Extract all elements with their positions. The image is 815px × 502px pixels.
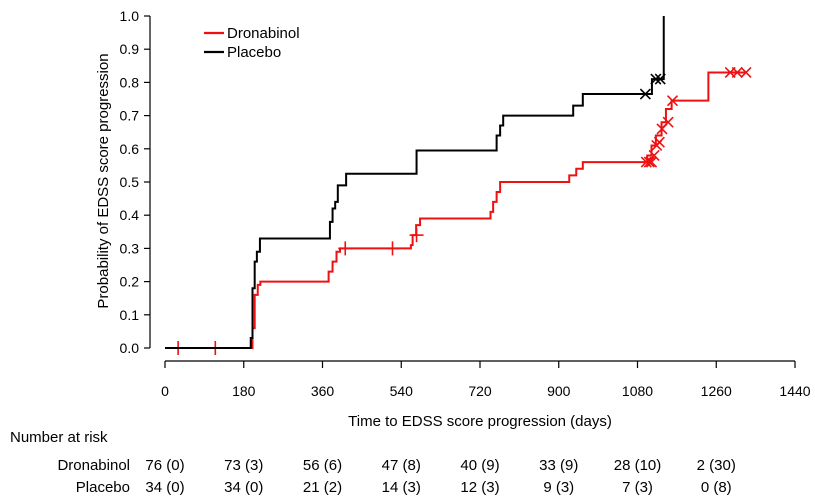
risk-cell: 14 (3) — [382, 479, 421, 496]
risk-table: Number at risk Dronabinol 76 (0) 73 (3) 56 … — [10, 429, 736, 496]
risk-table-title: Number at risk — [10, 429, 108, 446]
x-tick-label: 1260 — [701, 383, 732, 399]
placebo-censor-mark — [654, 73, 666, 85]
dronabinol-censor-mark — [645, 156, 658, 168]
dronabinol-censor-mark — [731, 66, 743, 79]
y-tick-label: 0.7 — [120, 108, 140, 124]
dronabinol-survival-curve — [165, 71, 746, 349]
y-tick-label: 0.3 — [120, 240, 140, 256]
series-layer — [165, 16, 752, 355]
x-tick-label: 1440 — [779, 383, 810, 399]
y-tick-label: 0.4 — [120, 207, 140, 223]
placebo-censor-mark — [650, 73, 662, 85]
dronabinol-censor-mark — [740, 66, 752, 79]
y-tick-label: 0.6 — [120, 141, 140, 157]
risk-cell: 2 (30) — [697, 457, 736, 474]
risk-row-label: Dronabinol — [57, 457, 130, 474]
y-tick-label: 0.9 — [120, 41, 140, 57]
risk-cell: 21 (2) — [303, 479, 342, 496]
y-tick-label: 0.0 — [120, 340, 140, 356]
dronabinol-censor-mark — [338, 241, 353, 256]
dronabinol-censor-mark — [662, 116, 674, 128]
risk-cell: 47 (8) — [382, 457, 421, 474]
dronabinol-censor-mark — [409, 228, 424, 243]
dronabinol-censor-mark — [643, 156, 655, 168]
placebo-survival-curve — [165, 16, 665, 349]
dronabinol-censor-mark — [640, 156, 652, 168]
dronabinol-censor-mark — [653, 136, 665, 148]
y-tick-label: 0.1 — [120, 307, 140, 323]
axes: 0.0 0.1 0.2 0.3 0.4 0.5 0.6 0.7 0.8 0.9 1.0 0 180 360… — [120, 8, 811, 399]
risk-cell: 34 (0) — [145, 479, 184, 496]
risk-row-label: Placebo — [76, 479, 130, 496]
risk-cell: 34 (0) — [224, 479, 263, 496]
x-tick-label: 180 — [232, 383, 256, 399]
placebo-censor-mark — [639, 88, 651, 100]
dronabinol-censor-mark — [666, 95, 679, 107]
x-tick-label: 0 — [161, 383, 169, 399]
risk-cell: 28 (10) — [614, 457, 662, 474]
x-tick-label: 1080 — [622, 383, 653, 399]
x-tick-label: 900 — [547, 383, 571, 399]
y-axis-title: Probability of EDSS score progression — [95, 53, 112, 308]
placebo-legend-label: Placebo — [227, 44, 281, 61]
risk-cell: 7 (3) — [622, 479, 653, 496]
risk-cell: 33 (9) — [539, 457, 578, 474]
y-tick-label: 0.2 — [120, 274, 140, 290]
dronabinol-censor-mark — [385, 241, 400, 256]
risk-cell: 0 (8) — [701, 479, 732, 496]
risk-cell: 9 (3) — [543, 479, 574, 496]
x-axis-title: Time to EDSS score progression (days) — [348, 413, 612, 430]
x-tick-label: 360 — [311, 383, 335, 399]
risk-cell: 76 (0) — [145, 457, 184, 474]
risk-cell: 40 (9) — [460, 457, 499, 474]
risk-cell: 56 (6) — [303, 457, 342, 474]
y-tick-label: 0.8 — [120, 74, 140, 90]
x-tick-label: 720 — [468, 383, 492, 399]
dronabinol-censor-mark — [648, 149, 660, 162]
x-tick-label: 540 — [390, 383, 414, 399]
risk-cell: 73 (3) — [224, 457, 263, 474]
legend: Dronabinol Placebo — [204, 25, 300, 61]
dronabinol-legend-label: Dronabinol — [227, 25, 300, 42]
y-tick-label: 1.0 — [120, 8, 140, 24]
risk-cell: 12 (3) — [460, 479, 499, 496]
y-tick-label: 0.5 — [120, 174, 140, 190]
